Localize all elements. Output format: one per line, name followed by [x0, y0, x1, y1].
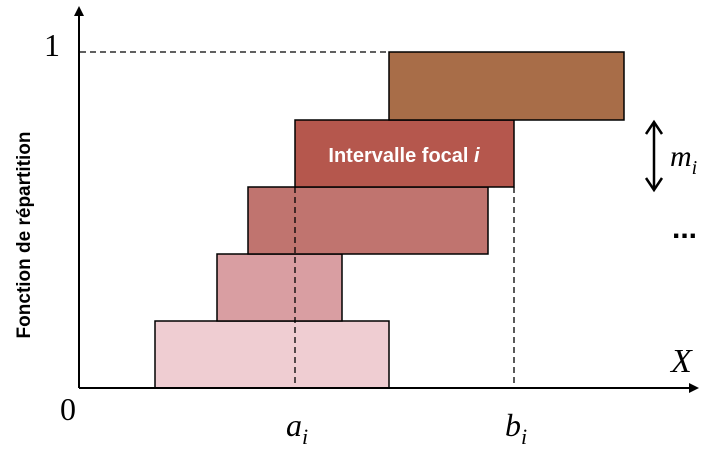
- y-axis-label: Fonction de répartition: [14, 132, 35, 339]
- a-i-label: ai: [286, 407, 308, 449]
- focal-interval-4: [294, 119, 515, 188]
- mass-arrow-head-up: [644, 119, 664, 135]
- y-tick-one: 1: [44, 27, 60, 63]
- focal-interval-label: Intervalle focal i: [328, 145, 480, 167]
- b-i-label: bi: [505, 407, 527, 449]
- origin-label: 0: [60, 391, 76, 427]
- mass-arrow-head-down: [644, 177, 664, 193]
- ellipsis: ...: [672, 212, 697, 245]
- mass-label: mi: [670, 140, 697, 179]
- focal-interval-3: [247, 186, 489, 255]
- focal-interval-1: [154, 320, 390, 389]
- focal-interval-2: [216, 253, 343, 322]
- focal-interval-5: [388, 51, 625, 121]
- x-axis-label: X: [669, 343, 693, 380]
